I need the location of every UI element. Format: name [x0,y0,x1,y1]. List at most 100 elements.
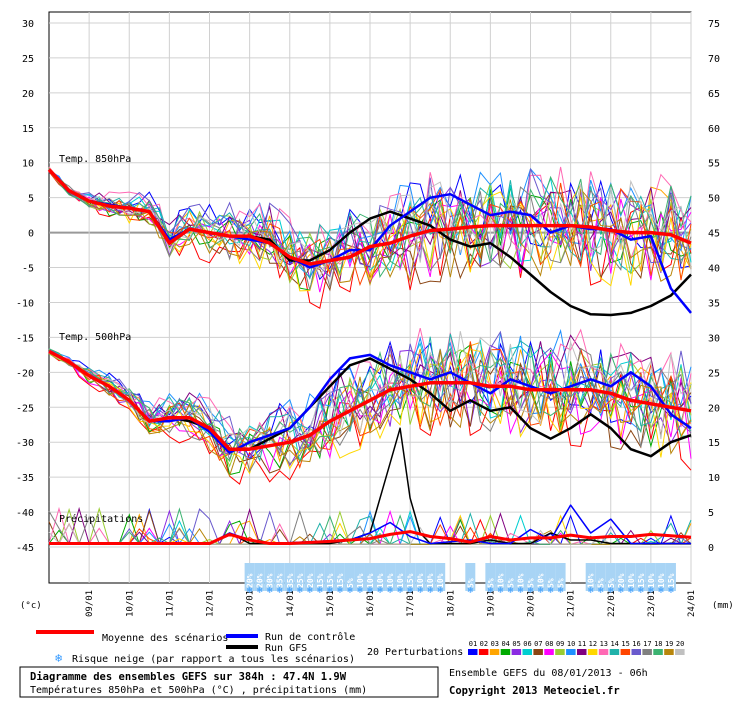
snowflake-icon: ❄ [548,586,554,596]
snow-risk-percent: 5% [547,578,556,588]
x-tick-label: 22/01 [607,590,617,617]
snow-risk-cell [294,563,305,591]
perturbation-swatch [631,649,641,655]
snowflake-icon: ❄ [327,586,333,596]
snow-risk-cell [264,563,275,591]
x-tick-label: 15/01 [326,590,336,617]
x-tick-label: 16/01 [366,590,376,617]
perturbation-swatch [511,649,522,655]
snow-risk-cell [605,563,616,591]
snowflake-icon: ❄ [668,586,674,596]
legend-snow-label: Risque neige (par rapport a tous les scé… [72,653,355,665]
snow-risk-percent: 10% [657,573,666,588]
x-tick-label: 17/01 [406,590,416,617]
perturbation-19-t850 [48,168,692,287]
snow-risk-cell [515,563,526,591]
perturbation-08-t850 [48,169,692,293]
snow-risk-percent: 5% [607,578,616,588]
snow-risk-cell [655,563,666,591]
snow-risk-percent: 10% [537,573,546,588]
legend-perturbations-label: 20 Perturbations [367,647,463,658]
snowflake-icon: ❄ [247,586,253,596]
snowflake-icon: ❄ [257,586,263,596]
right-tick-label: 35 [708,298,720,309]
snow-risk-cell [334,563,345,591]
perturbation-id-label: 03 [491,640,499,648]
x-tick-label: 24/01 [687,590,697,617]
perturbation-id-label: 12 [589,640,597,648]
left-tick-label: -20 [16,368,34,379]
snow-risk-percent: 10% [647,573,656,588]
snowflake-icon: ❄ [598,586,604,596]
title-box [19,666,439,698]
snowflake-icon: ❄ [387,586,393,596]
perturbation-swatch [522,649,532,655]
left-tick-label: -5 [22,264,34,275]
left-tick-label: -40 [16,508,34,519]
x-tick-label: 14/01 [286,590,296,617]
left-tick-label: -25 [16,403,34,414]
snow-risk-percent: 5% [346,578,355,588]
perturbation-swatch [577,649,587,655]
perturbation-swatch [500,649,511,655]
snowflake-icon: ❄ [658,586,664,596]
snow-risk-cell [465,563,476,591]
snowflake-icon: ❄ [55,651,62,665]
grid [49,12,692,583]
snowflake-icon: ❄ [307,586,313,596]
perturbation-id-label: 08 [545,640,553,648]
perturbation-id-label: 10 [567,640,575,648]
left-tick-label: 10 [22,159,34,170]
snow-risk-percent: 5% [506,578,515,588]
right-tick-label: 10 [708,473,720,484]
x-tick-label: 19/01 [486,590,496,617]
right-tick-label: 60 [708,124,720,135]
perturbation-id-label: 20 [676,640,684,648]
right-unit: (mm) [712,601,734,611]
snowflake-icon: ❄ [538,586,544,596]
chart-title: Diagramme des ensembles GEFS sur 384h : … [30,671,347,683]
snowflake-icon: ❄ [337,586,343,596]
left-tick-label: 30 [22,19,34,30]
snow-risk-cell [595,563,606,591]
snowflake-icon: ❄ [618,586,624,596]
snow-risk-cell [665,563,676,591]
snow-risk-row: 20%❄20%❄30%❄35%❄35%❄25%❄20%❄15%❄15%❄15%❄… [244,563,676,596]
left-tick-label: 15 [22,124,34,135]
left-tick-label: 5 [28,194,34,205]
snowflake-icon: ❄ [297,586,303,596]
right-tick-label: 40 [708,264,720,275]
section-label-precip: Précipitations [59,513,143,525]
perturbation-id-label: 13 [600,640,608,648]
snow-risk-cell [435,563,446,591]
snow-risk-percent: 10% [366,573,375,588]
perturbation-swatch [555,649,565,655]
perturbation-04-t500 [48,344,692,476]
snowflake-icon: ❄ [407,586,413,596]
right-tick-label: 20 [708,403,720,414]
right-tick-label: 75 [708,19,720,30]
chart-subtitle: Températures 850hPa et 500hPa (°C) , pré… [30,684,367,696]
snowflake-icon: ❄ [628,586,634,596]
perturbation-id-label: 18 [654,640,662,648]
snowflake-icon: ❄ [488,586,494,596]
snow-risk-percent: 35% [276,573,285,588]
left-tick-label: -45 [16,543,34,554]
copyright: Copyright 2013 Meteociel.fr [449,685,620,697]
snowflake-icon: ❄ [588,586,594,596]
perturbation-id-label: 05 [512,640,520,648]
perturbation-id-label: 07 [534,640,542,648]
snow-risk-cell [615,563,626,591]
snow-risk-cell [495,563,506,591]
perturbation-swatch [675,649,685,655]
snow-risk-percent: 10% [416,573,425,588]
snow-risk-percent: 15% [326,573,335,588]
legend: Moyenne des scénarios Run de contrôle Ru… [36,630,685,665]
mean-t500-line [48,349,692,451]
perturbation-16-t500 [48,330,692,459]
left-tick-label: -10 [16,298,34,309]
snowflake-icon: ❄ [498,586,504,596]
x-tick-label: 10/01 [125,590,135,617]
right-tick-label: 15 [708,438,720,449]
snow-risk-cell [585,563,596,591]
